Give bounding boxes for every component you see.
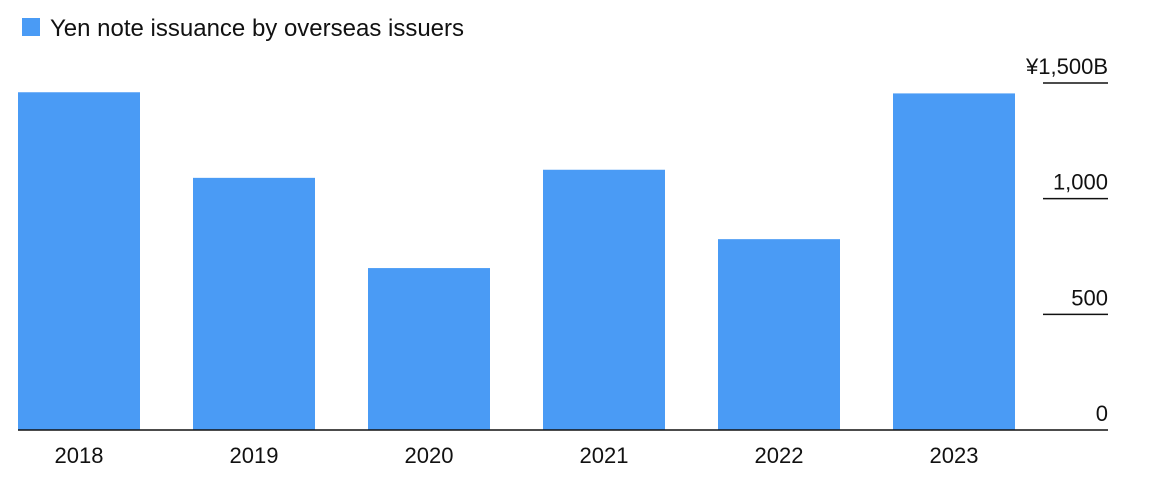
y-tick-label-500: 500 [1071,285,1108,310]
x-tick-label-2023: 2023 [930,443,979,468]
bar-2022 [718,239,840,430]
y-tick-label-0: 0 [1096,401,1108,426]
bar-2023 [893,93,1015,430]
bar-2018 [18,92,140,431]
bars [18,92,1015,431]
x-tick-label-2018: 2018 [55,443,104,468]
y-tick-label-1000: 1,000 [1053,170,1108,195]
legend: Yen note issuance by overseas issuers [22,15,464,42]
x-axis: 2018 2019 2020 2021 2022 2023 [55,443,979,468]
x-tick-label-2020: 2020 [405,443,454,468]
bar-2019 [193,177,315,430]
x-tick-label-2019: 2019 [230,443,279,468]
legend-swatch [22,18,40,36]
x-tick-label-2022: 2022 [755,443,804,468]
bar-2021 [543,169,665,430]
legend-label: Yen note issuance by overseas issuers [50,15,464,42]
x-tick-label-2021: 2021 [580,443,629,468]
y-tick-label-1500: ¥1,500B [1025,54,1108,79]
bar-2020 [368,268,490,430]
y-axis: 0 500 1,000 ¥1,500B [1025,54,1108,426]
